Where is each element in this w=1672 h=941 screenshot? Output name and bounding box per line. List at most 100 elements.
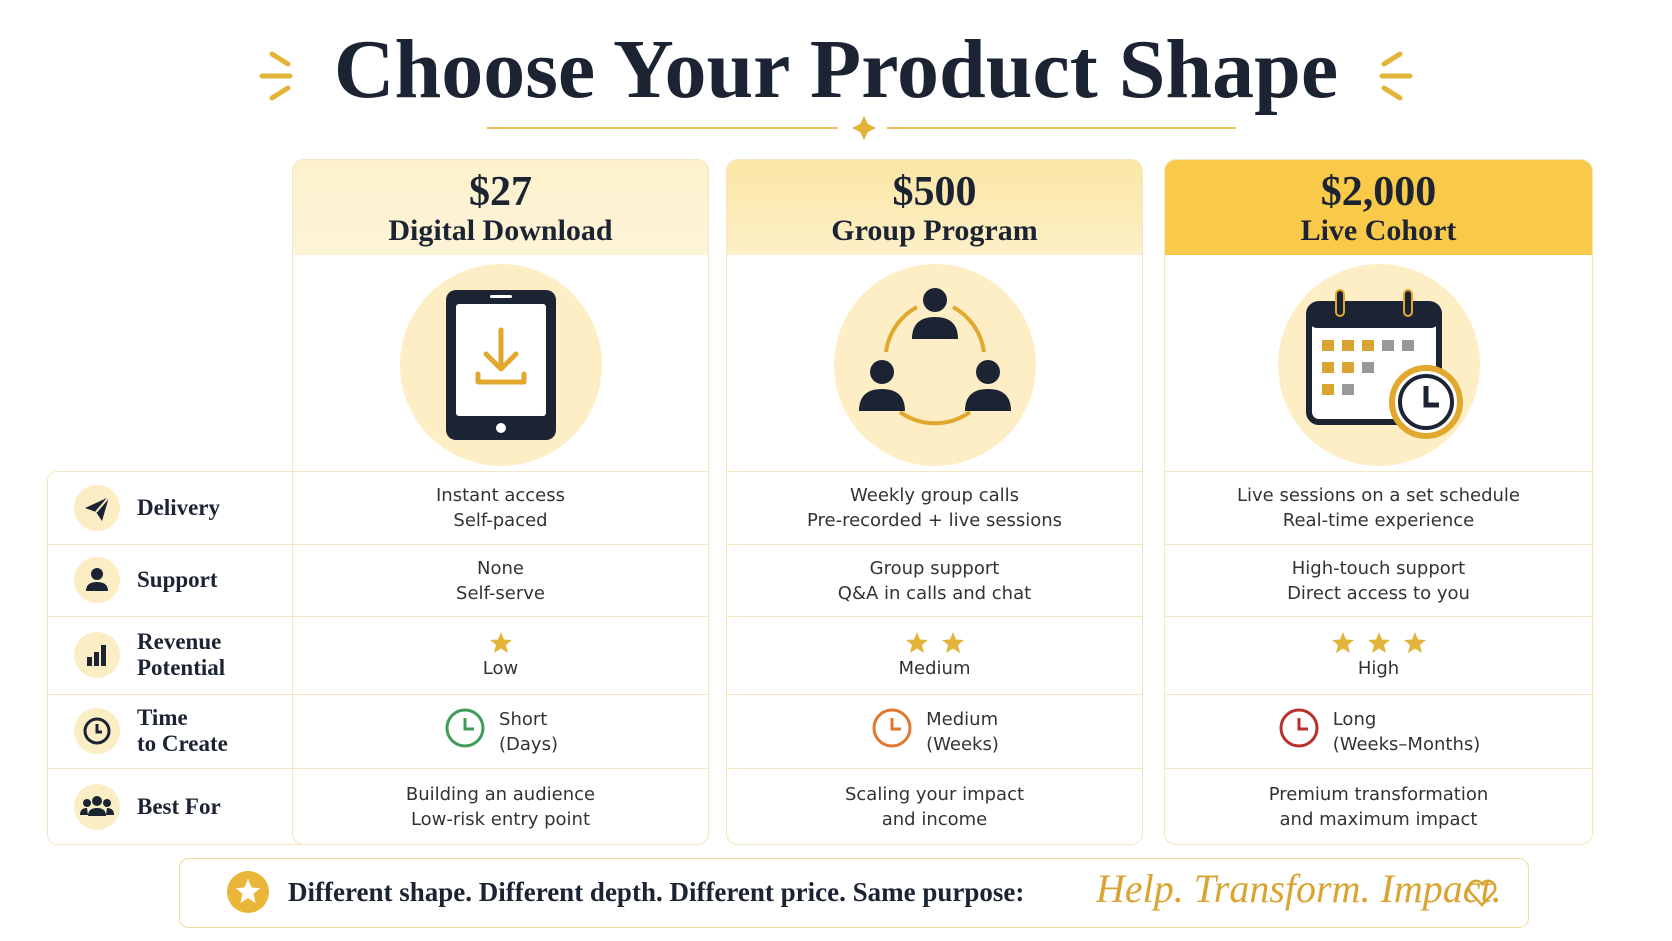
cell-line: Scaling your impact: [844, 784, 1025, 805]
row-label: Best For: [137, 768, 297, 845]
row-icon: [74, 708, 120, 754]
cell-line: High-touch support: [1291, 557, 1466, 579]
cell: Instant access Self-paced: [292, 471, 709, 544]
row-label-line: Best For: [137, 793, 221, 819]
footer-tagline: Different shape. Different depth. Differ…: [288, 877, 1025, 907]
row-icon: [74, 557, 120, 603]
row-label-line: Potential: [137, 655, 226, 680]
column-price: $27: [469, 169, 532, 215]
cell-text: Building an audience Low-risk entry point: [406, 782, 595, 832]
footer-script: Help. Transform. Impact.: [1096, 866, 1502, 911]
cell: Low: [292, 616, 709, 694]
column-header: $27 Digital Download: [293, 160, 708, 255]
column-illustration: [1277, 264, 1480, 466]
row-icon: [74, 484, 120, 531]
cell: Long (Weeks–Months): [1164, 694, 1593, 768]
row-label: Revenue Potential: [137, 616, 297, 694]
cell-line: Low: [482, 658, 519, 679]
cell-line: Instant access: [435, 485, 566, 506]
clock: [870, 706, 914, 757]
cell-line: Pre-recorded + live sessions: [806, 510, 1063, 531]
row-icon: [74, 783, 120, 830]
clock-icon: [872, 708, 912, 748]
cell-text: Low: [483, 656, 518, 681]
cell-line: Self-serve: [456, 582, 545, 604]
cell-line: and maximum impact: [1279, 809, 1478, 830]
row-label: Delivery: [137, 471, 297, 544]
row-label-line: Revenue: [137, 629, 222, 654]
row-label-line: Time: [137, 705, 188, 730]
clock: [1277, 706, 1321, 757]
cell-line: (Weeks): [926, 733, 999, 755]
column-illustration: [399, 264, 602, 466]
cell-text: Weekly group calls Pre-recorded + live se…: [807, 483, 1062, 533]
row-label: Time to Create: [137, 694, 297, 768]
cell: Short (Days): [292, 694, 709, 768]
cell: High-touch support Direct access to you: [1164, 544, 1593, 616]
footer-heart: [1467, 879, 1497, 907]
clock-icon: [445, 708, 485, 748]
cell-line: Direct access to you: [1287, 582, 1470, 604]
cell-line: Q&A in calls and chat: [837, 582, 1032, 604]
row-divider: [48, 768, 292, 769]
column-name: Digital Download: [388, 214, 613, 247]
row-divider: [48, 616, 292, 617]
column-price: $2,000: [1320, 169, 1437, 215]
column-header: $500 Group Program: [727, 160, 1142, 255]
cell-line: Real-time experience: [1282, 510, 1475, 531]
column-header: $2,000 Live Cohort: [1165, 160, 1592, 255]
column-name: Group Program: [831, 214, 1038, 247]
cell: Medium (Weeks): [726, 694, 1143, 768]
cell-text: Group support Q&A in calls and chat: [838, 556, 1031, 606]
row-divider: [48, 694, 292, 695]
cell: High: [1164, 616, 1593, 694]
star-rating: [905, 632, 964, 653]
cell: Live sessions on a set schedule Real-time…: [1164, 471, 1593, 544]
cell: Scaling your impact and income: [726, 768, 1143, 845]
clock: [443, 706, 487, 757]
cell: Premium transformation and maximum impact: [1164, 768, 1593, 845]
cell-text: Scaling your impact and income: [845, 782, 1024, 832]
star-rating: [489, 632, 512, 653]
title: Choose Your Product Shape: [333, 23, 1339, 116]
cell: Medium: [726, 616, 1143, 694]
cell-line: Medium: [898, 658, 971, 679]
cell-line: Long: [1332, 708, 1377, 730]
cell-line: Group support: [869, 557, 1000, 579]
cell-line: (Weeks–Months): [1332, 733, 1481, 755]
cell-text: None Self-serve: [456, 556, 545, 606]
column-price: $500: [892, 169, 977, 215]
row-label-line: to Create: [137, 731, 228, 756]
row-label: Support: [137, 544, 297, 616]
cell-text: High-touch support Direct access to you: [1287, 556, 1470, 606]
cell: None Self-serve: [292, 544, 709, 616]
cell-line: and income: [881, 809, 988, 830]
footer: [179, 858, 1529, 928]
row-label-line: Support: [137, 567, 218, 592]
cell-line: High: [1357, 658, 1400, 679]
row-icon: [74, 632, 120, 678]
clock-icon: [1279, 708, 1319, 748]
cell-text: Long (Weeks–Months): [1333, 707, 1481, 757]
cell-line: (Days): [499, 733, 558, 755]
row-label-line: Delivery: [137, 494, 221, 520]
footer-star: [227, 871, 269, 913]
cell-text: Instant access Self-paced: [436, 483, 565, 533]
cell-line: Premium transformation: [1268, 784, 1489, 805]
column-name: Live Cohort: [1300, 214, 1457, 247]
cell-line: Self-paced: [453, 510, 548, 531]
cell-text: Live sessions on a set schedule Real-time…: [1237, 483, 1520, 533]
cell: Building an audience Low-risk entry point: [292, 768, 709, 845]
cell-line: Live sessions on a set schedule: [1237, 485, 1520, 506]
cell-line: Low-risk entry point: [410, 809, 591, 830]
star-rating: [1331, 632, 1426, 653]
cell-line: Weekly group calls: [850, 485, 1019, 506]
row-divider: [48, 544, 292, 545]
column-illustration: [833, 264, 1036, 466]
cell-line: None: [477, 557, 524, 579]
cell-line: Medium: [926, 708, 999, 730]
cell-text: Short (Days): [499, 707, 558, 757]
cell-text: High: [1358, 656, 1399, 681]
cell: Weekly group calls Pre-recorded + live se…: [726, 471, 1143, 544]
